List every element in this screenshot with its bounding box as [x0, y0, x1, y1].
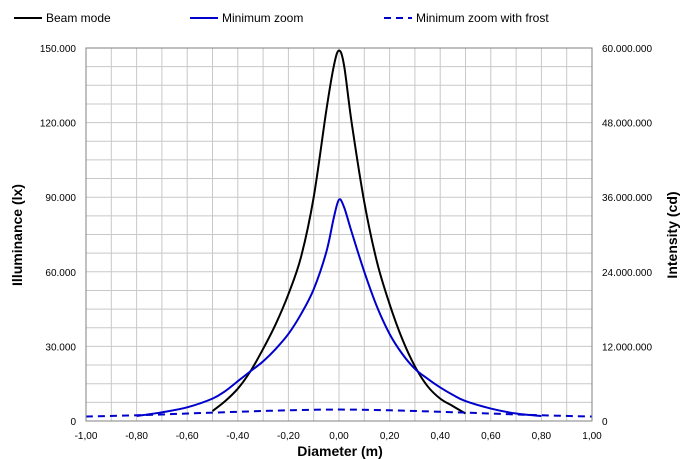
x-tick-label: 0,20 — [380, 431, 400, 442]
x-tick-label: 0,80 — [532, 431, 552, 442]
y2-tick-label: 0 — [602, 417, 608, 428]
legend-label-3: Minimum zoom with frost — [416, 11, 549, 25]
y2-tick-label: 48.000.000 — [602, 119, 652, 130]
x-tick-label: 0,00 — [329, 431, 349, 442]
x-axis-label: Diameter (m) — [297, 443, 383, 459]
x-tick-label: -0,80 — [125, 431, 148, 442]
y2-tick-label: 36.000.000 — [602, 193, 652, 204]
x-tick-label: -0,60 — [176, 431, 199, 442]
grid — [85, 47, 593, 422]
x-tick-label: -1,00 — [75, 431, 98, 442]
legend-label-1: Beam mode — [46, 11, 111, 25]
y2-tick-label: 12.000.000 — [602, 342, 652, 353]
y2-tick-label: 60.000.000 — [602, 44, 652, 55]
series-line-2 — [136, 198, 542, 418]
x-tick-label: 1,00 — [582, 431, 602, 442]
plot-frame — [85, 47, 593, 422]
y-tick-label: 120.000 — [40, 119, 77, 130]
axes: -1,00 -0,80 -0,60 -0,40 -0,20 0,00 0,20 0,40 0,6… — [40, 44, 653, 442]
y2-tick-label: 24.000.000 — [602, 268, 652, 279]
y-tick-label: 150.000 — [40, 44, 77, 55]
y-axis-label: Illuminance (lx) — [9, 184, 25, 286]
y-tick-label: 90.000 — [45, 193, 76, 204]
y2-axis-label: Intensity (cd) — [664, 191, 680, 278]
x-tick-label: 0,40 — [430, 431, 450, 442]
series-line-3 — [85, 408, 593, 418]
x-tick-label: 0,60 — [481, 431, 501, 442]
legend: Beam mode Minimum zoom Minimum zoom with f… — [14, 11, 549, 25]
x-tick-label: -0,40 — [226, 431, 249, 442]
legend-label-2: Minimum zoom — [222, 11, 303, 25]
y-tick-label: 0 — [70, 417, 76, 428]
y-tick-label: 30.000 — [45, 342, 76, 353]
y-tick-label: 60.000 — [45, 268, 76, 279]
x-tick-label: -0,20 — [277, 431, 300, 442]
series — [85, 49, 593, 418]
